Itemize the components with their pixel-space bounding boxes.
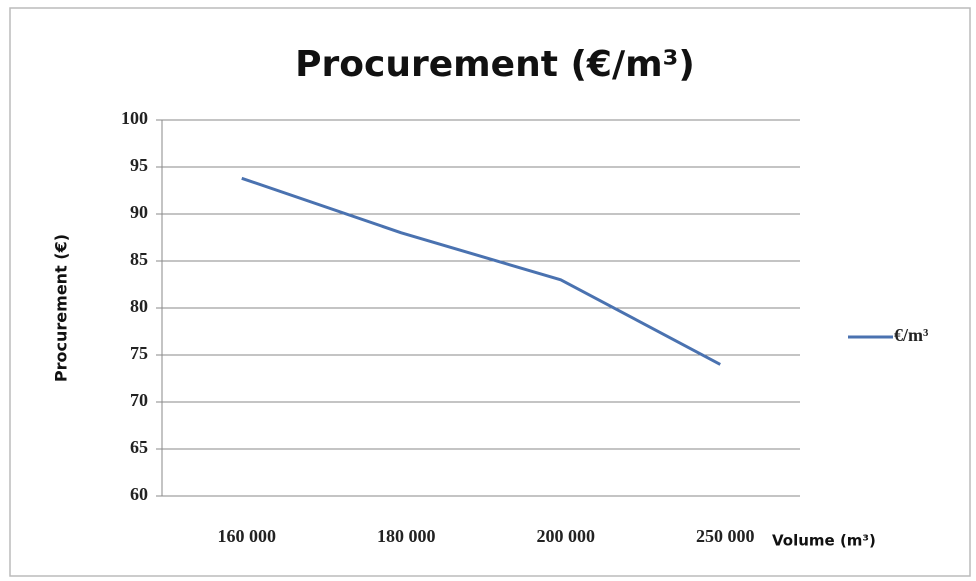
y-tick-label: 85 [130, 249, 148, 269]
legend-label: €/m³ [894, 325, 929, 345]
chart-border [9, 7, 971, 577]
y-tick-label: 95 [130, 155, 148, 175]
line [241, 176, 721, 366]
y-tick-label: 60 [130, 484, 148, 504]
y-tick-label: 90 [130, 202, 148, 222]
x-axis-label: Volume (m³) [772, 532, 876, 550]
y-tick-label: 80 [130, 296, 148, 316]
x-tick-label: 250 000 [696, 526, 755, 546]
y-axis-label: Procurement (€) [52, 234, 71, 382]
x-tick-label: 180 000 [377, 526, 436, 546]
y-tick-label: 100 [121, 108, 148, 128]
y-tick-label: 65 [130, 437, 148, 457]
x-tick-label: 160 000 [218, 526, 277, 546]
y-tick-label: 70 [130, 390, 148, 410]
y-tick-label: 75 [130, 343, 148, 363]
x-tick-label: 200 000 [537, 526, 596, 546]
chart-title: Procurement (€/m³) [295, 44, 695, 85]
x-axis-label-bg [769, 531, 876, 550]
